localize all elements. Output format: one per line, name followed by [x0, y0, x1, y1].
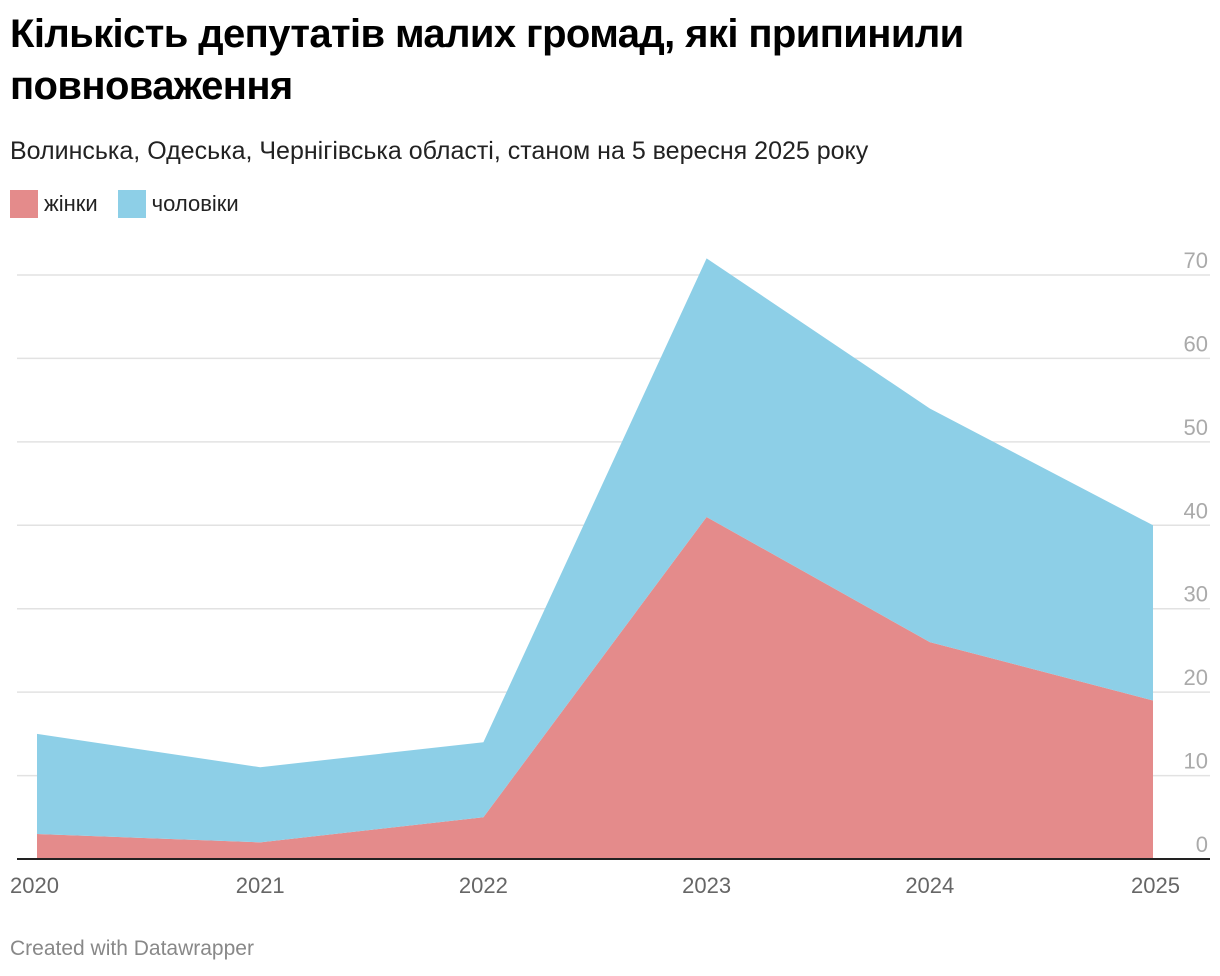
area-series-women: [37, 516, 1153, 859]
chart-legend: жінки чоловіки: [10, 190, 259, 218]
x-tick-label-2022: 2022: [459, 873, 508, 898]
legend-item-men: чоловіки: [117, 190, 239, 218]
x-tick-label-2023: 2023: [682, 873, 731, 898]
y-tick-label-40: 40: [1184, 498, 1208, 523]
stacked-areas: [37, 258, 1153, 859]
legend-label-women: жінки: [44, 191, 98, 216]
y-tick-label-50: 50: [1184, 415, 1208, 440]
area-series-men: [37, 258, 1153, 843]
footer-credit: Created with Datawrapper: [10, 937, 254, 960]
x-tick-label-2020: 2020: [10, 873, 59, 898]
legend-label-men: чоловіки: [151, 191, 239, 216]
y-tick-label-60: 60: [1184, 331, 1208, 356]
y-tick-label-10: 10: [1184, 749, 1208, 774]
x-tick-label-2025: 2025: [1131, 873, 1180, 898]
y-tick-label-0: 0: [1196, 832, 1208, 857]
chart-title: Кількість депутатів малих громад, які пр…: [10, 12, 964, 108]
legend-swatch-women: [10, 190, 38, 218]
y-tick-label-70: 70: [1184, 248, 1208, 273]
y-tick-label-20: 20: [1184, 665, 1208, 690]
x-tick-label-2024: 2024: [905, 873, 954, 898]
y-tick-label-30: 30: [1184, 582, 1208, 607]
chart-subtitle: Волинська, Одеська, Чернігівська області…: [10, 137, 869, 165]
legend-swatch-men: [117, 190, 146, 218]
axes: 0 10 20 30 40 50 60 70 2020 2021 2022 2023 2024 2025: [10, 248, 1210, 898]
legend-item-women: жінки: [10, 190, 98, 218]
x-tick-label-2021: 2021: [236, 873, 285, 898]
